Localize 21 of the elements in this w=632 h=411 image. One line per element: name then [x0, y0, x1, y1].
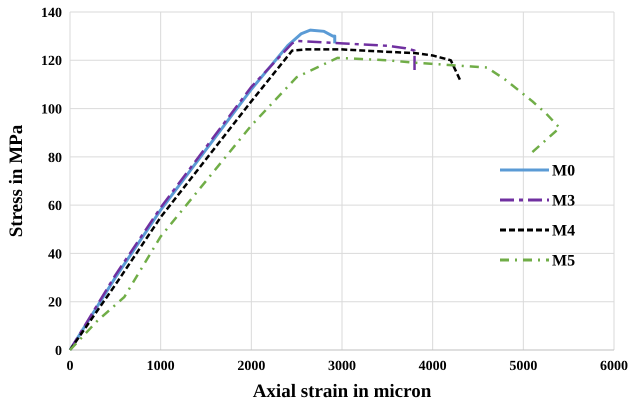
x-tick-label: 2000 — [237, 359, 266, 374]
legend-label: M4 — [552, 222, 576, 240]
y-tick-label: 100 — [41, 102, 62, 118]
legend-label: M0 — [552, 162, 576, 180]
y-tick-label: 60 — [48, 199, 62, 214]
legend-label: M5 — [552, 252, 576, 270]
y-tick-label: 20 — [48, 296, 62, 311]
y-axis-title: Stress in MPa — [6, 124, 27, 238]
x-tick-label: 3000 — [328, 359, 356, 374]
x-axis-title: Axial strain in micron — [252, 381, 432, 402]
y-tick-label: 0 — [55, 344, 62, 359]
y-tick-label: 80 — [48, 150, 62, 166]
y-tick-label: 120 — [41, 54, 62, 70]
x-tick-label: 5000 — [509, 359, 538, 374]
x-tick-label: 4000 — [418, 359, 447, 374]
y-tick-label: 140 — [41, 6, 62, 21]
legend-label: M3 — [552, 192, 576, 210]
x-tick-label: 6000 — [600, 359, 628, 374]
x-tick-label: 0 — [66, 359, 74, 374]
y-tick-label: 40 — [48, 247, 62, 262]
x-tick-label: 1000 — [146, 359, 175, 374]
